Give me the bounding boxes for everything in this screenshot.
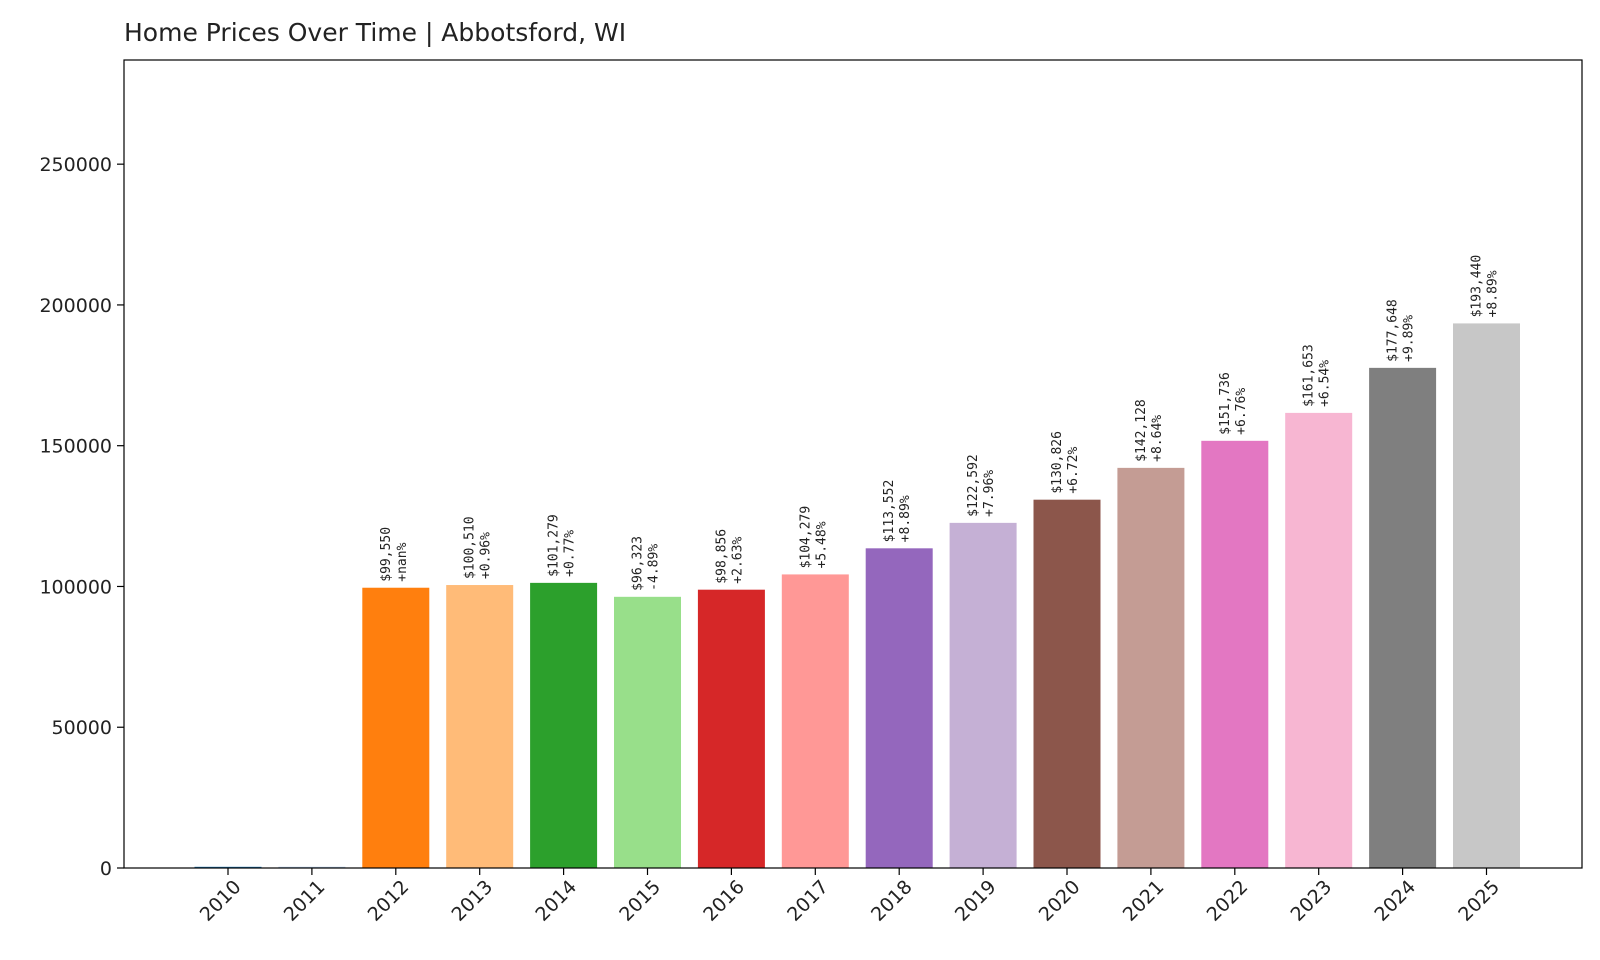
bar-change-label-2022: +6.76% bbox=[1234, 388, 1249, 435]
bar-change-label-2017: +5.48% bbox=[814, 521, 829, 568]
bar-price-label-2017: $104,279 bbox=[798, 506, 813, 569]
chart-title: Home Prices Over Time | Abbotsford, WI bbox=[124, 18, 627, 47]
x-tick-label-2013: 2013 bbox=[447, 876, 497, 926]
bar-2025 bbox=[1453, 323, 1520, 869]
x-tick-label-2019: 2019 bbox=[951, 876, 1001, 926]
x-tick-label-2014: 2014 bbox=[531, 876, 581, 926]
x-tick-label-2010: 2010 bbox=[196, 876, 246, 926]
bar-2013 bbox=[446, 585, 514, 868]
x-tick-label-2015: 2015 bbox=[615, 876, 665, 926]
x-tick-label-2021: 2021 bbox=[1119, 876, 1169, 926]
x-tick-label-2020: 2020 bbox=[1035, 876, 1085, 926]
bar-price-label-2013: $100,510 bbox=[463, 516, 478, 579]
x-tick-label-2012: 2012 bbox=[364, 876, 414, 926]
bar-change-label-2024: +9.89% bbox=[1402, 315, 1417, 362]
bar-change-label-2025: +8.89% bbox=[1486, 270, 1501, 317]
bar-labels-layer: $99,550 +nan% $100,510 +0.96% $101,279 +0.77%… bbox=[379, 255, 1501, 591]
bars-layer bbox=[194, 323, 1520, 869]
bar-2023 bbox=[1285, 412, 1353, 868]
x-tick-label-2016: 2016 bbox=[699, 876, 749, 926]
y-tick-label-100000: 100000 bbox=[39, 576, 112, 598]
x-tick-label-2011: 2011 bbox=[280, 876, 330, 926]
bar-2022 bbox=[1201, 440, 1269, 868]
bar-price-label-2018: $113,552 bbox=[882, 480, 897, 543]
plot-frame bbox=[123, 59, 1583, 869]
bar-2016 bbox=[697, 589, 765, 868]
bar-change-label-2013: +0.96% bbox=[479, 532, 494, 579]
x-tick-label-2023: 2023 bbox=[1286, 876, 1336, 926]
bar-price-label-2015: $96,323 bbox=[631, 536, 646, 591]
bar-change-label-2020: +6.72% bbox=[1066, 447, 1081, 494]
y-axis: 0 50000 100000 150000 200000 250000 bbox=[39, 154, 124, 880]
x-tick-label-2022: 2022 bbox=[1203, 876, 1253, 926]
bar-change-label-2012: +nan% bbox=[395, 542, 410, 581]
bar-2021 bbox=[1117, 467, 1185, 868]
bar-price-label-2020: $130,826 bbox=[1050, 431, 1065, 494]
bar-2018 bbox=[865, 548, 933, 868]
x-tick-label-2017: 2017 bbox=[783, 876, 833, 926]
bar-change-label-2015: -4.89% bbox=[647, 544, 662, 591]
bar-2014 bbox=[530, 582, 598, 868]
bar-change-label-2021: +8.64% bbox=[1150, 415, 1165, 462]
y-tick-label-0: 0 bbox=[100, 858, 112, 880]
bar-price-label-2025: $193,440 bbox=[1470, 255, 1485, 318]
bar-price-label-2019: $122,592 bbox=[966, 454, 981, 517]
y-tick-label-250000: 250000 bbox=[39, 154, 112, 176]
x-tick-label-2025: 2025 bbox=[1454, 876, 1504, 926]
bar-price-label-2016: $98,856 bbox=[714, 529, 729, 584]
bar-price-label-2012: $99,550 bbox=[379, 527, 394, 582]
y-tick-label-200000: 200000 bbox=[39, 295, 112, 317]
x-axis: 2010 2011 2012 2013 2014 2015 2016 2017 2018 2019… bbox=[196, 868, 1504, 926]
bar-2015 bbox=[614, 596, 681, 868]
y-tick-label-150000: 150000 bbox=[39, 436, 112, 458]
bar-2019 bbox=[949, 522, 1017, 868]
bar-price-label-2021: $142,128 bbox=[1134, 399, 1149, 462]
bar-2020 bbox=[1033, 499, 1101, 868]
bar-2017 bbox=[781, 574, 849, 868]
bar-change-label-2018: +8.89% bbox=[898, 495, 913, 542]
bar-price-label-2023: $161,653 bbox=[1302, 344, 1317, 407]
bar-change-label-2023: +6.54% bbox=[1318, 360, 1333, 407]
bar-2024 bbox=[1369, 367, 1437, 868]
bar-price-label-2014: $101,279 bbox=[547, 514, 562, 577]
bar-price-label-2022: $151,736 bbox=[1218, 372, 1233, 435]
y-tick-label-50000: 50000 bbox=[52, 717, 112, 739]
bar-price-label-2024: $177,648 bbox=[1386, 299, 1401, 362]
bar-change-label-2014: +0.77% bbox=[563, 530, 578, 577]
bar-change-label-2019: +7.96% bbox=[982, 470, 997, 517]
bar-change-label-2016: +2.63% bbox=[730, 537, 745, 584]
x-tick-label-2024: 2024 bbox=[1370, 876, 1420, 926]
x-tick-label-2018: 2018 bbox=[867, 876, 917, 926]
bar-2012 bbox=[362, 587, 430, 868]
